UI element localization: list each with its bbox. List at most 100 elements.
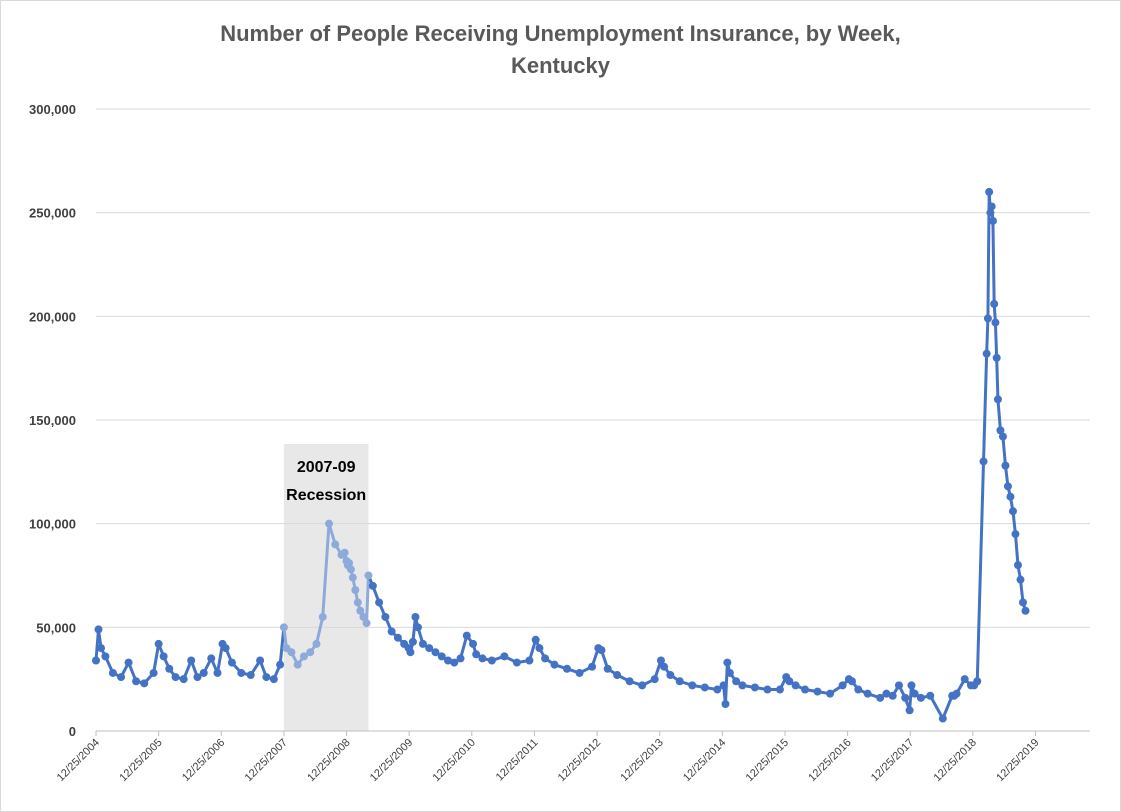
data-point [287,648,296,657]
x-tick-label: 12/25/2007 [243,737,290,784]
data-point [140,679,149,688]
series-segment [991,219,996,306]
data-point [444,656,453,665]
data-point [979,457,988,466]
data-point [888,691,897,700]
data-point [987,202,996,211]
data-point [117,673,126,682]
data-point [199,668,208,677]
data-point [149,668,158,677]
data-point [550,660,559,669]
data-point [938,714,947,723]
data-point [279,623,288,632]
data-point [437,652,446,661]
data-point [351,586,360,595]
data-point [982,349,991,358]
x-tick-label: 12/25/2012 [556,737,603,784]
data-point [531,635,540,644]
data-point [237,668,246,677]
data-point [425,644,434,653]
data-point [246,671,255,680]
data-point [256,656,265,665]
data-point [725,668,734,677]
data-point [346,565,355,574]
data-point [575,668,584,677]
data-point [775,685,784,694]
x-tick-label: 12/25/2016 [806,737,853,784]
data-point [375,598,384,607]
series-segment [996,397,1002,432]
data-point [541,654,550,663]
series-segment [993,321,999,360]
data-point [988,216,997,225]
data-point [221,644,230,653]
data-point [472,650,481,659]
series-segment [985,316,990,356]
data-point [124,658,133,667]
data-point [512,658,521,667]
x-tick-label: 12/25/2018 [932,737,979,784]
data-point [324,519,333,528]
data-point [312,639,321,648]
data-point [588,662,597,671]
data-point [990,299,999,308]
data-point [910,689,919,698]
recession-annotation-line-2: Recession [286,487,366,504]
data-point [179,675,188,684]
data-point [97,644,106,653]
data-point [992,353,1001,362]
data-point [723,658,732,667]
data-point [187,656,196,665]
data-point [207,654,216,663]
data-point [413,623,422,632]
data-point [973,677,982,686]
series-segment [1013,532,1020,567]
data-point [108,668,117,677]
data-point [171,673,180,682]
x-tick-label: 12/25/2017 [869,737,916,784]
recession-annotation-line-1: 2007-09 [297,459,356,476]
data-point [450,658,459,667]
data-point [847,677,856,686]
series-segment [908,683,913,712]
data-point [1001,461,1010,470]
data-point [393,633,402,642]
series-segment [995,356,1000,401]
data-point [456,654,465,663]
data-point [469,639,478,648]
data-point [1006,492,1015,501]
data-point [487,656,496,665]
x-tick-label: 12/25/2005 [117,737,164,784]
data-point [362,619,371,628]
data-point [406,648,415,657]
chart-title-line-1: Number of People Receiving Unemployment … [220,21,901,46]
data-point [331,540,340,549]
data-point [269,675,278,684]
data-point [750,683,759,692]
data-point [299,652,308,661]
data-point [993,395,1002,404]
data-point [1016,575,1025,584]
data-point [213,668,222,677]
y-tick-label: 250,000 [29,206,76,221]
data-point [94,625,103,634]
data-point [985,187,994,196]
data-point [813,687,822,696]
x-tick-label: 12/25/2010 [431,737,478,784]
x-tick-label: 12/25/2013 [618,737,665,784]
data-point [666,671,675,680]
data-point [688,681,697,690]
data-point [916,693,925,702]
data-point [92,656,100,665]
y-tick-label: 0 [69,724,76,739]
series-segment [975,459,986,683]
data-point [306,648,315,657]
data-point [983,314,992,323]
x-tick-label: 12/25/2011 [494,737,541,784]
data-point [1021,606,1030,615]
data-point [525,656,534,665]
data-point [700,683,709,692]
data-point [411,612,420,621]
